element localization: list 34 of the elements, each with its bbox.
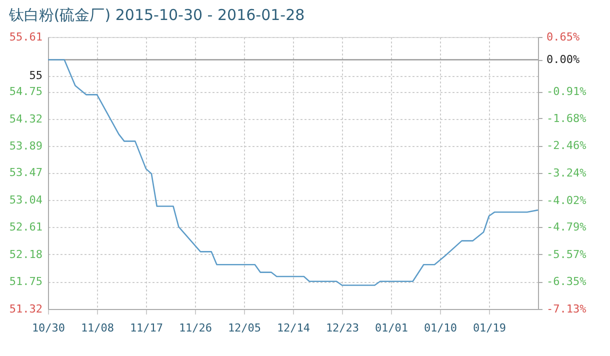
- y-tick-label: 55.61: [9, 30, 42, 44]
- y2-tick-label: -4.79%: [546, 220, 587, 234]
- x-tick-label: 10/30: [32, 322, 66, 334]
- x-tick-label: 12/05: [228, 322, 262, 334]
- y2-tick-label: -2.46%: [546, 139, 587, 152]
- y2-tick-label: -7.13%: [546, 302, 587, 316]
- y-tick-label: 55: [29, 69, 42, 82]
- y2-tick-label: -4.02%: [546, 194, 587, 207]
- y2-tick-label: 0.65%: [546, 30, 580, 44]
- y-tick-label: 54.75: [9, 85, 42, 98]
- y2-tick-label: -1.68%: [546, 112, 587, 125]
- x-tick-label: 12/23: [326, 322, 360, 334]
- y-tick-label: 52.18: [9, 248, 42, 261]
- x-tick-label: 01/10: [424, 322, 458, 334]
- y-tick-label: 53.89: [9, 140, 42, 153]
- y2-tick-label: -5.57%: [546, 248, 587, 261]
- x-tick-label: 01/19: [472, 322, 506, 334]
- chart-title: 钛白粉(硫金厂) 2015-10-30 - 2016-01-28: [8, 6, 305, 24]
- y2-tick-label: -0.91%: [546, 85, 587, 98]
- line-series: [47, 59, 539, 286]
- x-tick-label: 01/01: [374, 322, 408, 334]
- y-tick-label: 52.61: [9, 220, 42, 234]
- x-tick-label: 11/26: [178, 322, 212, 334]
- x-tick-label: 11/17: [130, 322, 164, 334]
- x-tick-label: 12/14: [276, 322, 310, 334]
- y-tick-label: 54.32: [9, 112, 42, 126]
- y-tick-label: 53.47: [9, 166, 42, 180]
- y-tick-label: 51.32: [9, 302, 42, 316]
- x-tick-label: 11/08: [80, 322, 114, 334]
- y-tick-label: 51.75: [9, 275, 42, 288]
- y2-tick-label: -3.24%: [546, 166, 587, 180]
- y-tick-label: 53.04: [9, 193, 43, 206]
- y2-tick-label: 0.00%: [546, 53, 580, 66]
- y2-tick-label: -6.35%: [546, 275, 587, 288]
